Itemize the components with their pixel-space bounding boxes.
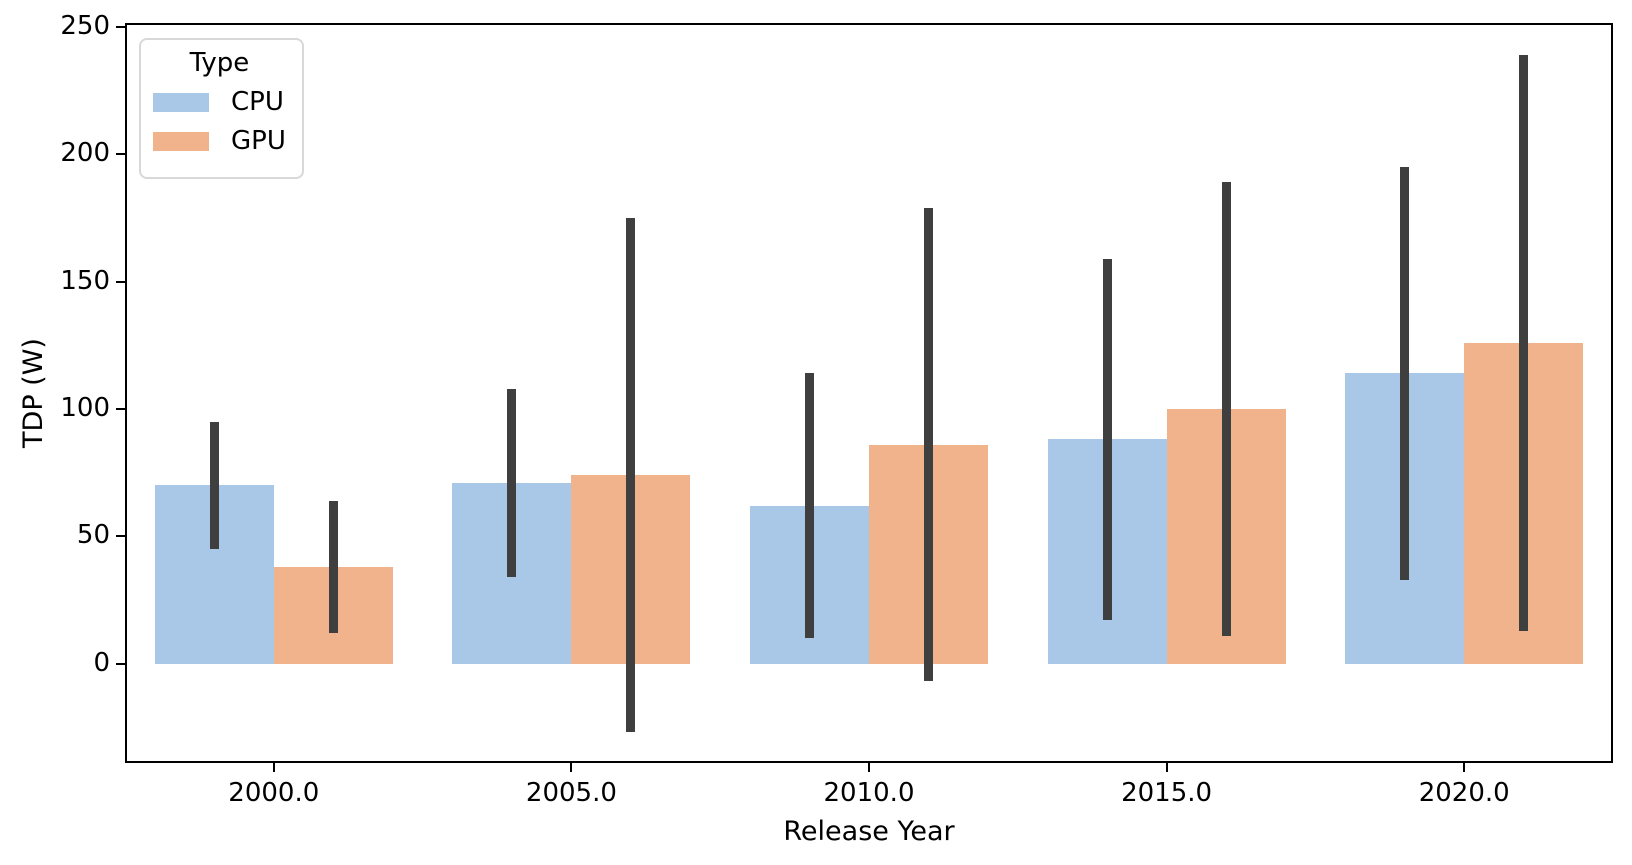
error-bar-gpu <box>626 217 636 733</box>
x-tick-label: 2000.0 <box>228 778 320 808</box>
y-tick-mark <box>116 407 125 410</box>
legend-label-cpu: CPU <box>231 87 284 117</box>
y-tick-label: 0 <box>93 647 110 678</box>
y-tick-label: 100 <box>60 392 110 423</box>
error-bar-gpu <box>924 207 934 682</box>
x-tick-label: 2020.0 <box>1418 778 1510 808</box>
y-tick-label: 150 <box>60 265 110 296</box>
x-axis-label: Release Year <box>783 816 955 847</box>
legend-entry-cpu: CPU <box>153 87 286 117</box>
x-tick-mark <box>1165 763 1168 772</box>
x-tick-mark <box>868 763 870 772</box>
error-bar-cpu <box>507 388 517 578</box>
error-bar-gpu <box>1519 54 1529 631</box>
y-tick-mark <box>116 25 125 28</box>
x-tick-label: 2005.0 <box>525 778 617 808</box>
y-tick-label: 250 <box>60 10 110 41</box>
y-tick-mark <box>116 280 125 283</box>
legend-entry-gpu: GPU <box>153 126 286 156</box>
y-tick-mark <box>116 153 125 156</box>
y-tick-label: 200 <box>60 137 110 168</box>
error-bar-gpu <box>328 500 338 634</box>
x-tick-mark <box>1463 763 1466 772</box>
x-tick-mark <box>272 763 275 772</box>
legend: Type CPU GPU <box>139 38 304 179</box>
error-bar-gpu <box>1221 182 1231 636</box>
gpu-color-swatch-icon <box>153 131 209 151</box>
error-bar-cpu <box>1400 166 1410 580</box>
legend-title: Type <box>189 48 250 78</box>
error-bar-cpu <box>804 373 814 639</box>
y-tick-mark <box>116 535 125 538</box>
error-bar-cpu <box>1102 258 1112 621</box>
cpu-color-swatch-icon <box>153 92 209 112</box>
y-tick-mark <box>116 662 125 665</box>
x-tick-mark <box>570 763 573 772</box>
x-tick-label: 2015.0 <box>1121 778 1213 808</box>
legend-label-gpu: GPU <box>231 126 286 156</box>
y-tick-label: 50 <box>76 520 110 551</box>
error-bar-cpu <box>209 421 219 550</box>
x-tick-label: 2010.0 <box>823 778 915 808</box>
